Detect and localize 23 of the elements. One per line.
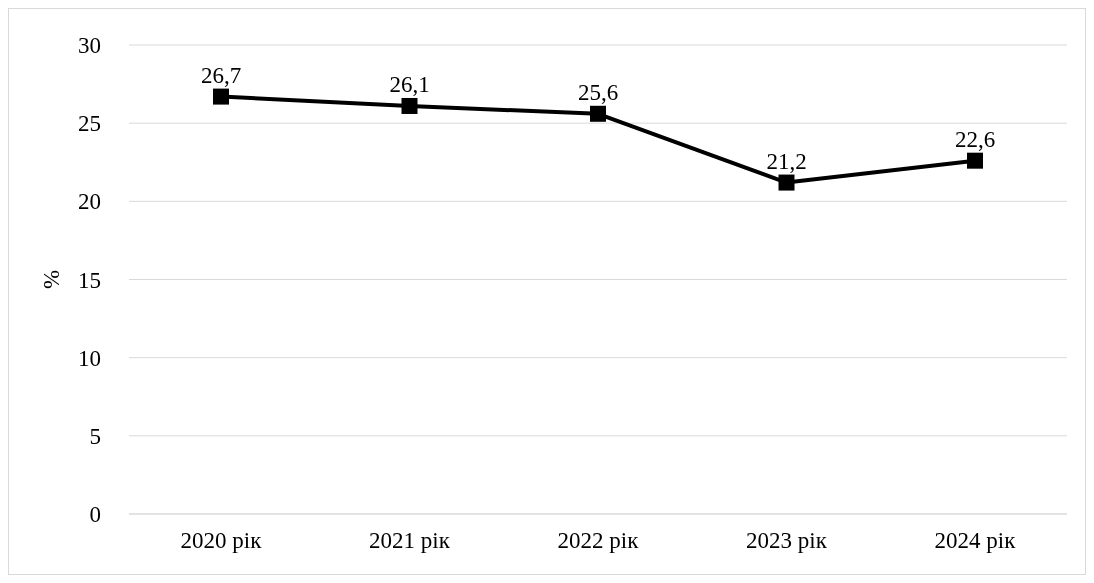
data-label: 26,1 [389, 71, 430, 97]
y-axis-title: % [39, 269, 65, 290]
x-tick-label: 2024 рік [934, 528, 1017, 554]
data-label: 21,2 [766, 148, 807, 174]
x-tick-label: 2021 рік [369, 528, 451, 554]
y-tick-label: 25 [78, 111, 101, 137]
point [778, 174, 795, 191]
y-tick-label: 10 [78, 345, 101, 371]
x-tick-label: 2023 рік [746, 528, 828, 554]
y-tick-label: 5 [89, 424, 101, 449]
x-tick-label: 2022 рік [557, 528, 640, 554]
y-tick-label: 0 [89, 502, 101, 528]
point [967, 152, 983, 169]
point [590, 105, 606, 122]
data-label: 22,6 [954, 126, 996, 152]
y-tick-label: 15 [78, 267, 101, 293]
point [213, 88, 229, 105]
x-tick-label: 2020 рік [180, 528, 263, 554]
data-label: 25,6 [577, 79, 619, 105]
y-tick-label: 20 [78, 189, 101, 215]
y-tick-label: 30 [78, 33, 101, 59]
point [401, 97, 418, 114]
data-label: 26,7 [200, 62, 242, 88]
